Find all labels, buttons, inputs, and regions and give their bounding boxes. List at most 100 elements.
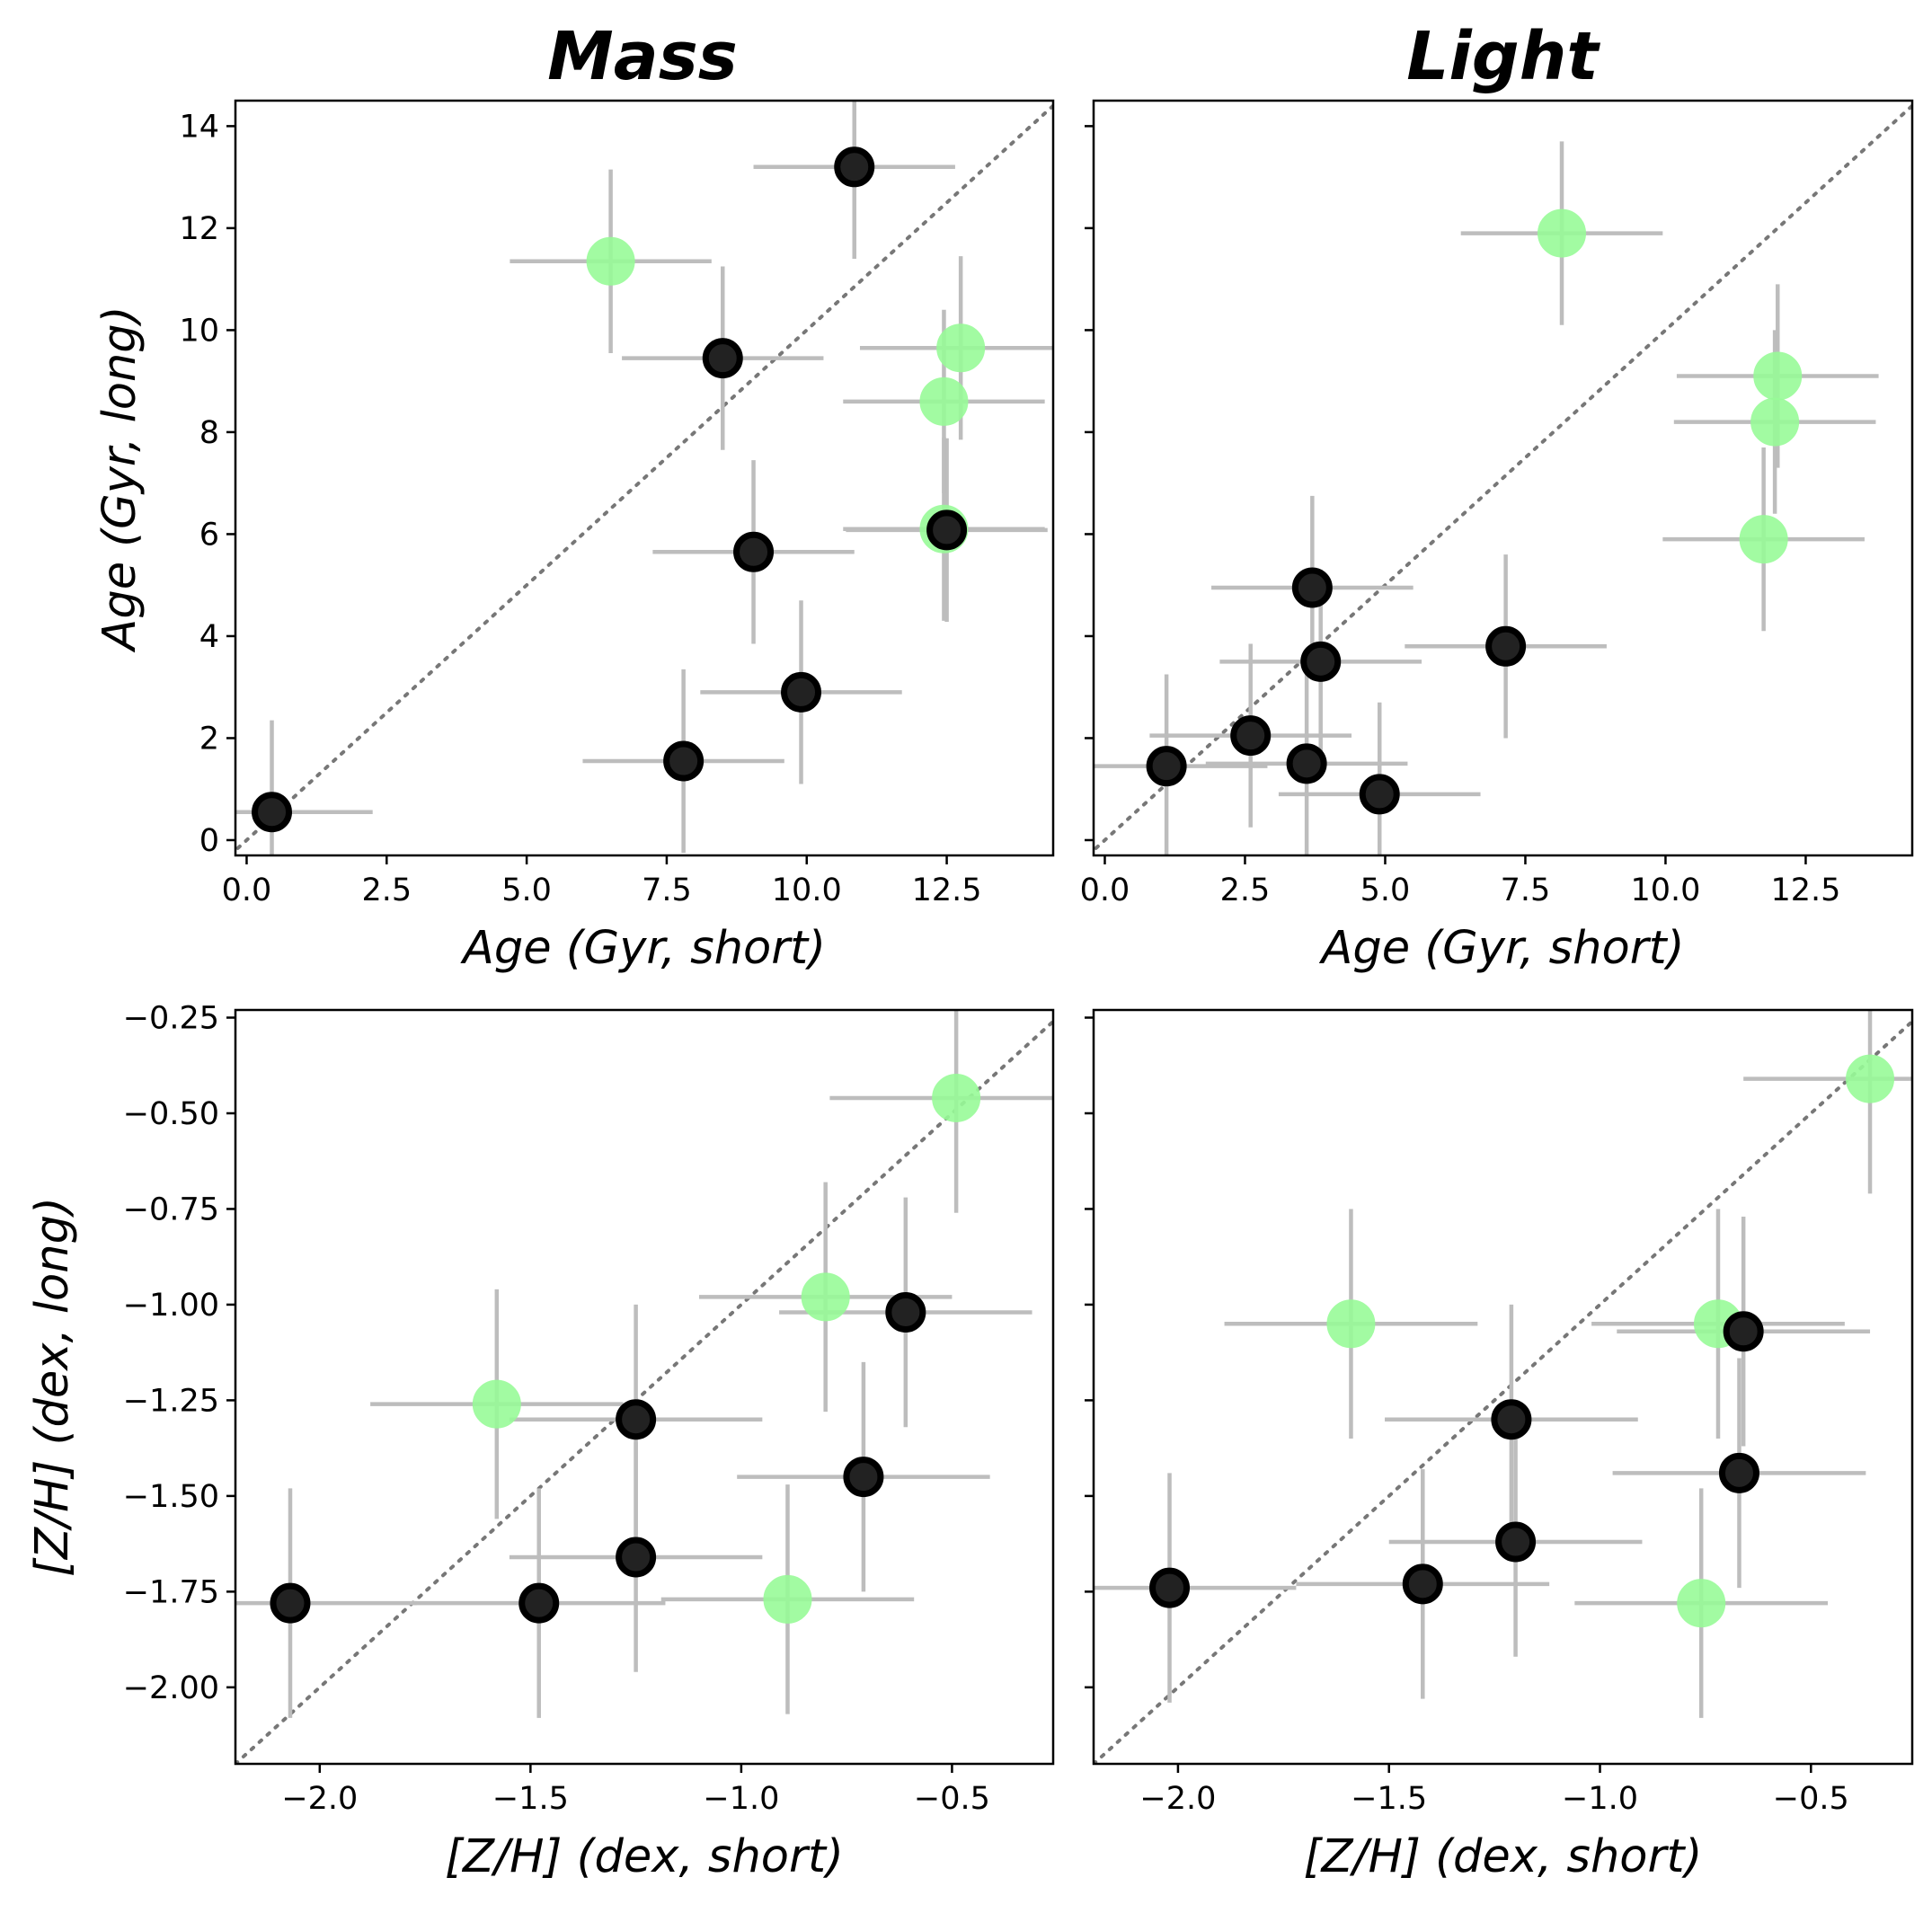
data-point: [616, 1399, 657, 1440]
y-axis-label: Age (Gyr, long): [93, 306, 146, 652]
x-tick-label: −2.0: [1139, 1781, 1216, 1817]
y-tick-label: −1.75: [123, 1574, 219, 1610]
y-tick-label: 8: [199, 415, 219, 451]
data-point-highlight: [472, 1379, 521, 1429]
one-to-one-line: [235, 102, 1053, 854]
x-tick-label: 5.0: [1360, 872, 1411, 908]
data-point: [1718, 1452, 1759, 1493]
one-to-one-line: [1094, 102, 1912, 854]
data-point-highlight: [586, 236, 635, 286]
x-tick-label: −0.5: [914, 1781, 990, 1817]
data-point-highlight: [1753, 351, 1803, 401]
one-to-one-line: [235, 1019, 1053, 1764]
y-tick-label: 6: [199, 517, 219, 553]
data-point: [1291, 567, 1333, 608]
y-tick-label: 2: [199, 721, 219, 757]
data-point-highlight: [763, 1574, 812, 1624]
x-tick-label: 0.0: [1080, 872, 1130, 908]
plot-area: [1094, 1010, 1912, 1764]
data-point-highlight: [1677, 1579, 1726, 1628]
data-point: [834, 146, 875, 188]
x-tick-label: 10.0: [1630, 872, 1700, 908]
y-tick-label: 12: [179, 211, 219, 247]
x-tick-label: 2.5: [1220, 872, 1271, 908]
plot-frame: [1092, 1008, 1914, 1766]
data-point-highlight: [1750, 397, 1800, 447]
panel-metallicity-mass: −2.0 −1.5 −1.0 −0.5 −2.00 −1.75 −1.50 −1.25 −1.0…: [26, 1001, 1055, 1883]
data-point: [1485, 625, 1527, 667]
y-tick-label: −1.50: [123, 1479, 219, 1515]
plot-area: [1094, 102, 1912, 855]
data-point: [926, 509, 968, 551]
panel-age-mass: 0.0 2.5 5.0 7.5 10.0 12.5 0 2 4 6 8 10 12 14 Age (Gyr,…: [93, 99, 1055, 975]
x-tick-label: 2.5: [361, 872, 412, 908]
data-point-highlight: [919, 376, 969, 426]
y-tick-label: −0.25: [123, 1001, 219, 1037]
y-axis-label: [Z/H] (dex, long): [26, 1197, 79, 1577]
x-axis-label: Age (Gyr, short): [1318, 922, 1684, 975]
data-point-highlight: [1739, 515, 1788, 564]
x-tick-label: −1.5: [492, 1781, 569, 1817]
data-point: [1359, 774, 1400, 815]
data-point-highlight: [936, 323, 986, 373]
data-point: [1149, 1567, 1191, 1608]
data-point-highlight: [932, 1073, 981, 1122]
x-tick-label: −1.0: [703, 1781, 779, 1817]
data-point: [885, 1291, 926, 1333]
x-tick-label: −1.5: [1351, 1781, 1427, 1817]
one-to-one-line: [1094, 1019, 1912, 1764]
y-tick-label: 0: [199, 823, 219, 859]
data-point: [616, 1537, 657, 1578]
data-point: [270, 1582, 311, 1624]
x-tick-label: 10.0: [772, 872, 842, 908]
x-tick-label: 7.5: [1501, 872, 1551, 908]
data-point: [843, 1457, 884, 1498]
data-point: [1723, 1311, 1764, 1352]
plot-frame: [234, 1008, 1055, 1766]
plot-frame: [234, 99, 1055, 857]
data-point: [1300, 641, 1342, 682]
y-tick-label: −0.50: [123, 1096, 219, 1132]
data-point: [1402, 1563, 1443, 1605]
data-point: [518, 1582, 560, 1624]
y-tick-label: −1.00: [123, 1288, 219, 1324]
y-tick-label: 14: [179, 109, 219, 145]
data-point: [733, 531, 775, 572]
x-tick-label: 7.5: [642, 872, 692, 908]
data-point: [663, 740, 705, 782]
data-point: [702, 338, 743, 379]
x-tick-label: 12.5: [1770, 872, 1840, 908]
plot-area: [235, 1010, 1053, 1764]
x-axis-label: Age (Gyr, short): [460, 922, 826, 975]
y-tick-label: −0.75: [123, 1191, 219, 1227]
y-tick-label: 10: [179, 313, 219, 349]
x-tick-label: 5.0: [501, 872, 552, 908]
x-tick-label: 0.0: [222, 872, 272, 908]
y-tick-label: 4: [199, 619, 219, 655]
data-point-highlight: [1846, 1054, 1895, 1103]
data-point-highlight: [1538, 208, 1587, 258]
column-title-mass: Mass: [547, 18, 738, 95]
column-title-light: Light: [1406, 18, 1600, 95]
data-point: [1491, 1399, 1532, 1440]
x-axis-label: [Z/H] (dex, short): [1304, 1830, 1703, 1883]
data-point: [1146, 746, 1187, 787]
data-point: [781, 671, 822, 713]
y-tick-label: −1.25: [123, 1383, 219, 1419]
data-point-highlight: [1326, 1299, 1376, 1349]
data-point: [1286, 743, 1327, 784]
x-axis-label: [Z/H] (dex, short): [445, 1830, 844, 1883]
x-tick-label: −1.0: [1562, 1781, 1638, 1817]
panel-metallicity-light: −2.0 −1.5 −1.0 −0.5 [Z/H] (dex, short): [1085, 1008, 1914, 1883]
panel-age-light: 0.0 2.5 5.0 7.5 10.0 12.5 Age (Gyr, short): [1080, 99, 1914, 975]
data-point: [1230, 715, 1272, 757]
data-point: [252, 792, 293, 833]
plot-frame: [1092, 99, 1914, 857]
data-point: [1495, 1521, 1537, 1563]
y-tick-label: −2.00: [123, 1670, 219, 1706]
plot-area: [235, 101, 1053, 855]
x-tick-label: −2.0: [281, 1781, 358, 1817]
x-tick-label: −0.5: [1773, 1781, 1849, 1817]
